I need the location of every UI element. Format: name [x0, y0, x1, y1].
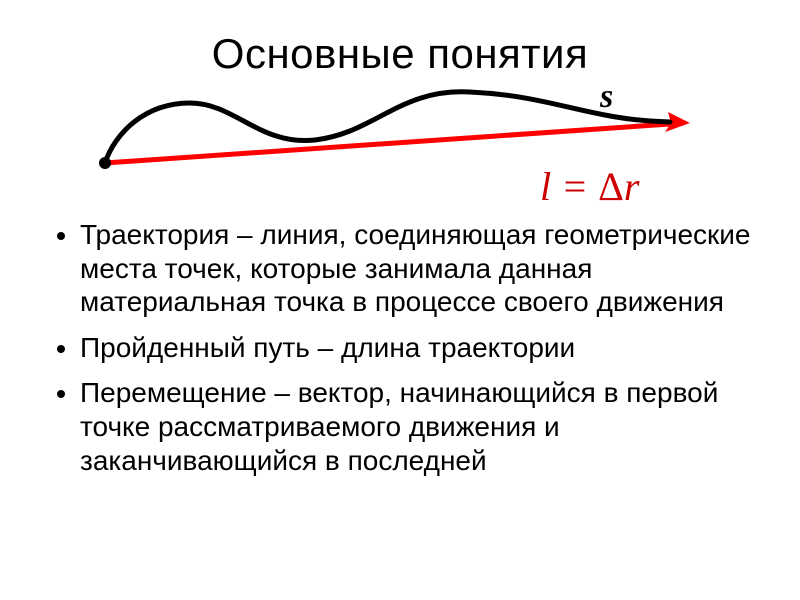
displacement-vector	[105, 124, 670, 163]
trajectory-diagram: s l = Δr	[40, 78, 760, 198]
displacement-formula: l = Δr	[540, 163, 639, 210]
definitions-list: Траектория – линия, соединяющая геометри…	[40, 218, 760, 477]
slide-title: Основные понятия	[40, 30, 760, 78]
diagram-svg	[40, 78, 760, 198]
definition-path: Пройденный путь – длина траектории	[80, 331, 760, 365]
slide: Основные понятия s l = Δr Траектория – л…	[0, 0, 800, 600]
definition-displacement: Перемещение – вектор, начинающийся в пер…	[80, 376, 760, 477]
start-point	[99, 157, 111, 169]
path-length-label: s	[600, 78, 613, 116]
definition-trajectory: Траектория – линия, соединяющая геометри…	[80, 218, 760, 319]
